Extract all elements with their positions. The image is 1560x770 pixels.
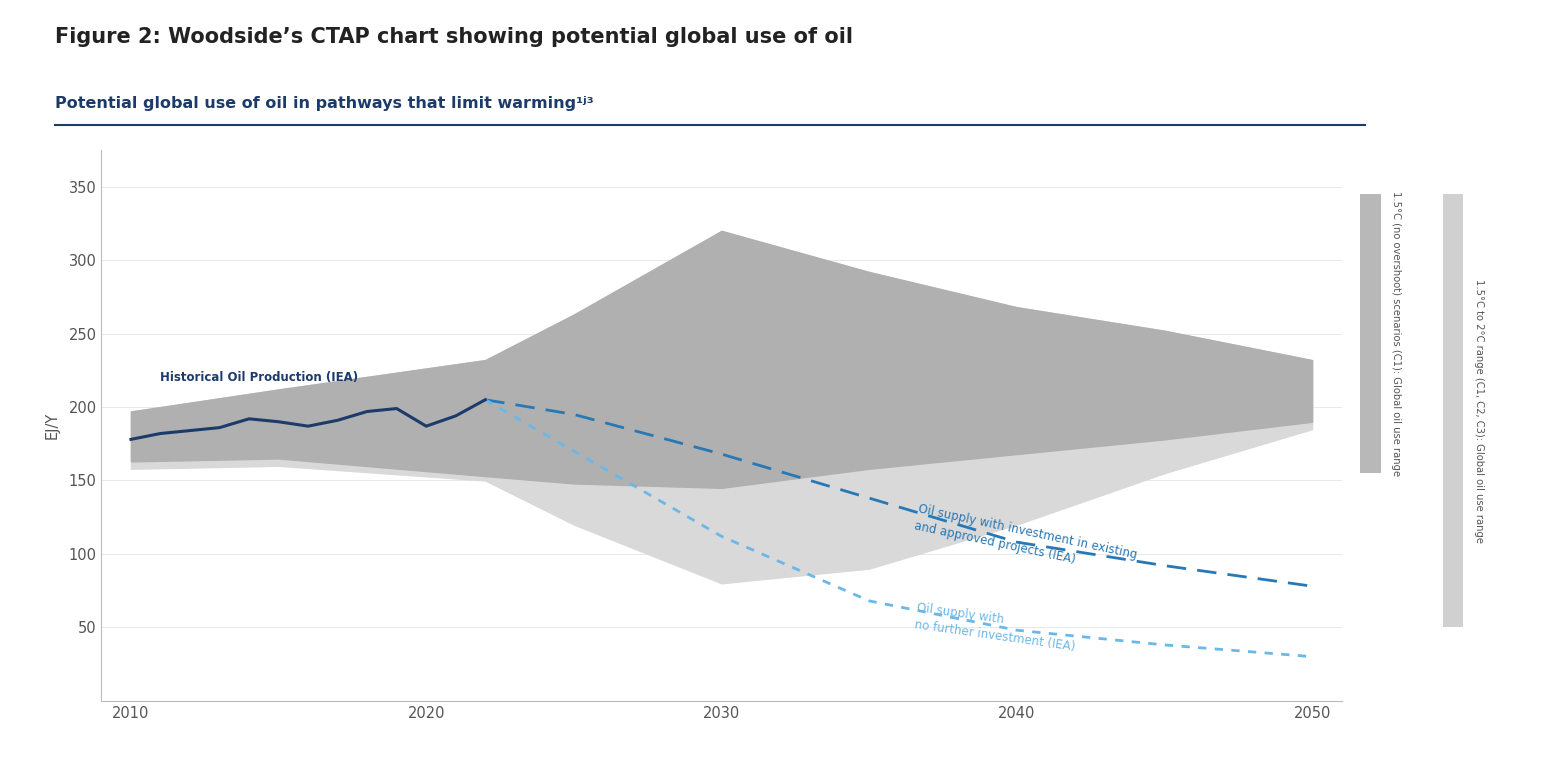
Text: Historical Oil Production (IEA): Historical Oil Production (IEA) xyxy=(161,370,359,383)
Y-axis label: EJ/Y: EJ/Y xyxy=(45,412,61,439)
Text: Oil supply with investment in existing
and approved projects (IEA): Oil supply with investment in existing a… xyxy=(914,503,1139,578)
Text: Oil supply with
no further investment (IEA): Oil supply with no further investment (I… xyxy=(914,601,1078,653)
Text: 1.5°C to 2°C range (C1, C2, C3): Global oil use range: 1.5°C to 2°C range (C1, C2, C3): Global … xyxy=(1474,279,1484,543)
Text: 1.5°C (no overshoot) scenarios (C1): Global oil use range: 1.5°C (no overshoot) scenarios (C1): Glo… xyxy=(1392,191,1401,476)
Text: Potential global use of oil in pathways that limit warming¹ʲ³: Potential global use of oil in pathways … xyxy=(55,96,593,111)
Text: Figure 2: Woodside’s CTAP chart showing potential global use of oil: Figure 2: Woodside’s CTAP chart showing … xyxy=(55,27,853,47)
